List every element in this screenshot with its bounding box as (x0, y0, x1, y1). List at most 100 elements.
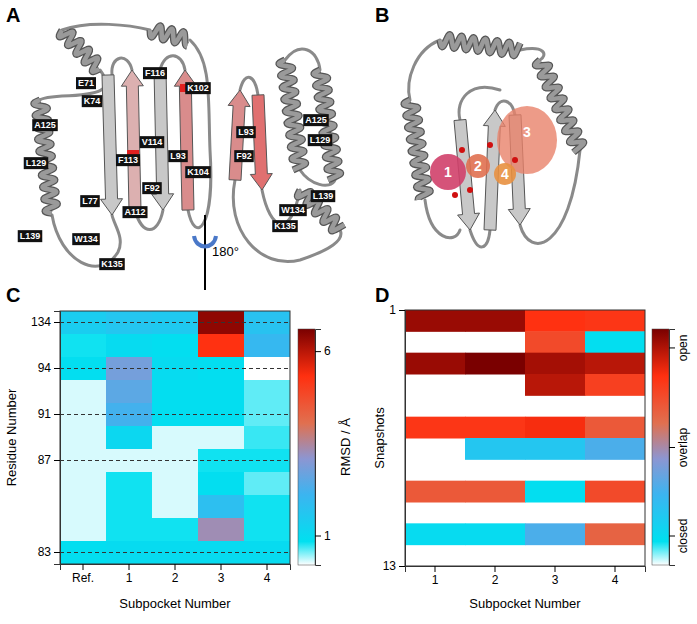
cell (465, 523, 526, 545)
tick: 91 (38, 407, 60, 421)
cell (585, 331, 645, 353)
residue-label: F116 (145, 68, 165, 78)
water (487, 142, 493, 148)
strand (101, 75, 123, 215)
residue-label: V114 (142, 137, 163, 147)
subpocket-surface (430, 154, 466, 190)
residue-label-group: A125 (32, 119, 58, 131)
cell (152, 495, 199, 519)
tick-mark (669, 447, 675, 448)
cell (244, 426, 290, 450)
cell (106, 380, 153, 404)
axis-title: Snapshots (372, 407, 387, 469)
tick-mark (54, 322, 60, 323)
cell (525, 331, 586, 353)
axis-line (670, 330, 676, 566)
subpocket-label: 2 (474, 158, 482, 174)
tick-mark (669, 536, 675, 537)
plot-frame (60, 311, 290, 564)
tick-label: Ref. (72, 571, 94, 585)
tick-label: 2 (172, 571, 179, 585)
cell (405, 481, 466, 503)
helix-outline (150, 26, 187, 47)
tick-label: 1 (324, 529, 331, 543)
water (512, 157, 518, 163)
tick-mark (54, 368, 60, 369)
cell (60, 518, 107, 542)
tick-label: 4 (264, 571, 271, 585)
cell (152, 518, 199, 542)
cell (106, 426, 153, 450)
grid-line (60, 552, 290, 553)
residue-label: L129 (26, 158, 47, 168)
tick-mark (669, 347, 675, 348)
tick: open (669, 335, 690, 362)
tick-label: open (676, 335, 690, 362)
residue-label-box (18, 230, 43, 242)
tick-mark (54, 414, 60, 415)
cell (525, 374, 586, 396)
cell (152, 426, 199, 450)
tick-label: 4 (612, 573, 619, 587)
axis-line (316, 330, 322, 566)
residue-label-group: K135 (272, 220, 298, 232)
residue-label-box (116, 154, 140, 166)
tick: 1 (389, 303, 405, 317)
colorbar (298, 329, 315, 565)
tick-label: 94 (38, 361, 52, 375)
residue-label-box (279, 204, 307, 216)
tick-label: 1 (126, 571, 133, 585)
panel-label: A (6, 4, 20, 26)
residue-label: W134 (74, 234, 98, 244)
residue-label-box (32, 119, 58, 131)
tick: 2 (492, 566, 499, 587)
helix-outline (404, 100, 430, 200)
subpocket-surface (494, 163, 516, 185)
cell (465, 310, 526, 332)
cell (244, 380, 290, 404)
residue-label-box (80, 195, 100, 207)
tick: 94 (38, 361, 60, 375)
tick-label: 2 (492, 573, 499, 587)
axis-title: Subpocket Number (469, 596, 581, 611)
residue-label-box (234, 150, 254, 162)
residue-label-group: F92 (142, 182, 162, 194)
cell (106, 334, 153, 358)
cell (60, 334, 107, 358)
residue-label-box (185, 82, 211, 94)
residue-label-group: E71 (76, 77, 96, 89)
axis-line (399, 311, 406, 567)
tick-label: 3 (552, 573, 559, 587)
helix (59, 30, 99, 72)
tick: 13 (383, 559, 405, 573)
grid-line (60, 368, 290, 369)
x-axis: Ref. 1 2 3 4 (61, 564, 291, 585)
tick-mark (129, 564, 130, 570)
tick: 3 (218, 564, 225, 585)
rotation-label: 180° (212, 244, 239, 259)
axis-line (54, 312, 61, 565)
cell (585, 417, 645, 439)
cell (152, 334, 199, 358)
residue-label-group: F92 (234, 150, 254, 162)
residue-label-group: L93 (168, 150, 188, 162)
water (459, 147, 465, 153)
residue-label-group: L139 (18, 230, 43, 242)
subpocket-label: 4 (501, 166, 509, 182)
axis-line (61, 565, 291, 571)
panel-label: C (6, 284, 20, 306)
tick-label: overlap (676, 427, 690, 467)
residue-label: K135 (101, 259, 123, 269)
residue-label-box (185, 166, 211, 178)
loop (425, 200, 460, 238)
tick-mark (315, 351, 321, 352)
residue-label: K135 (274, 221, 296, 231)
loop (62, 24, 150, 30)
cell (405, 417, 466, 439)
tick: Ref. (72, 564, 94, 585)
axis-title: Residue Number (4, 388, 19, 486)
residue-label: W134 (281, 205, 305, 215)
colorbar-axis: openoverlapclosed (669, 330, 690, 566)
tick: 1 (432, 566, 439, 587)
strand (250, 95, 272, 190)
